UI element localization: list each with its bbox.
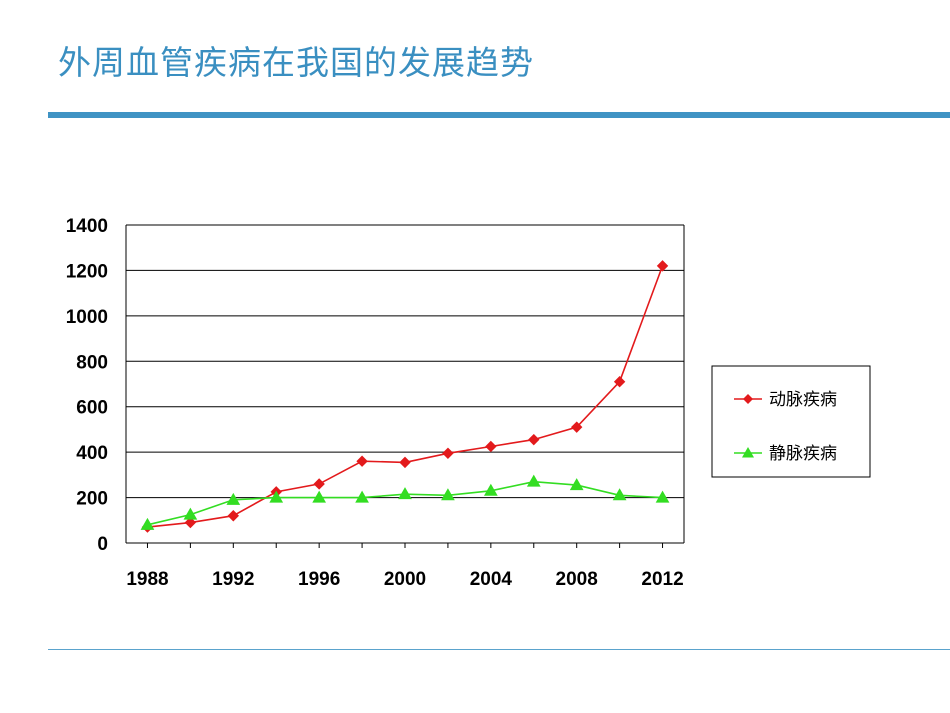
legend-box — [711, 365, 871, 478]
legend-label-1: 静脉疾病 — [769, 444, 837, 464]
y-tick-label: 800 — [76, 352, 108, 373]
x-tick-label: 1996 — [298, 569, 340, 590]
data-point-1-10 — [569, 478, 584, 491]
data-point-0-8 — [485, 440, 497, 453]
data-point-1-6 — [398, 487, 412, 500]
data-point-0-7 — [442, 447, 454, 459]
legend-label-0: 动脉疾病 — [769, 390, 837, 410]
chart-series — [140, 260, 670, 533]
y-tick-label: 1000 — [66, 307, 108, 328]
y-tick-label: 600 — [76, 398, 108, 419]
tick-labels: 0 200 400 600 800 1000 1200 1400 1988 1992 1996 200… — [66, 216, 684, 590]
data-point-0-6 — [399, 456, 411, 469]
data-point-1-4 — [312, 490, 327, 503]
legend-marker-0 — [743, 394, 753, 404]
y-tick-label: 1400 — [66, 216, 108, 237]
data-point-1-0 — [140, 517, 155, 530]
slide-title: 外周血管疾病在我国的发展趋势 — [58, 43, 534, 82]
y-tick-label: 1200 — [66, 261, 108, 282]
x-tick-label: 2012 — [641, 569, 683, 590]
y-tick-label: 0 — [97, 534, 108, 555]
title-divider — [48, 112, 950, 118]
y-tick-label: 400 — [76, 443, 108, 464]
data-point-1-8 — [483, 483, 498, 496]
data-point-0-2 — [227, 510, 240, 522]
legend-marker-1 — [742, 447, 754, 458]
data-point-1-12 — [655, 490, 670, 503]
data-point-1-1 — [183, 507, 198, 520]
x-tick-label: 2008 — [556, 569, 598, 590]
data-point-0-11 — [613, 376, 626, 388]
data-point-0-4 — [313, 478, 325, 490]
chart-axes — [125, 225, 685, 548]
data-point-1-7 — [441, 488, 455, 501]
data-point-1-2 — [226, 492, 241, 505]
grid-lines — [126, 224, 684, 544]
x-tick-label: 2000 — [384, 569, 426, 590]
x-tick-label: 1992 — [212, 569, 254, 590]
data-point-0-9 — [528, 433, 540, 446]
data-point-1-5 — [355, 490, 369, 503]
x-tick-label: 2004 — [470, 569, 513, 590]
data-point-1-9 — [526, 474, 541, 487]
data-point-0-1 — [184, 516, 197, 529]
x-tick-label: 1988 — [126, 569, 168, 590]
data-point-0-10 — [570, 421, 583, 433]
data-point-0-12 — [656, 260, 669, 272]
y-tick-label: 200 — [76, 489, 108, 510]
data-point-1-11 — [612, 488, 627, 501]
footer-divider — [48, 649, 950, 650]
data-point-1-3 — [269, 490, 284, 503]
data-point-0-5 — [356, 455, 368, 467]
